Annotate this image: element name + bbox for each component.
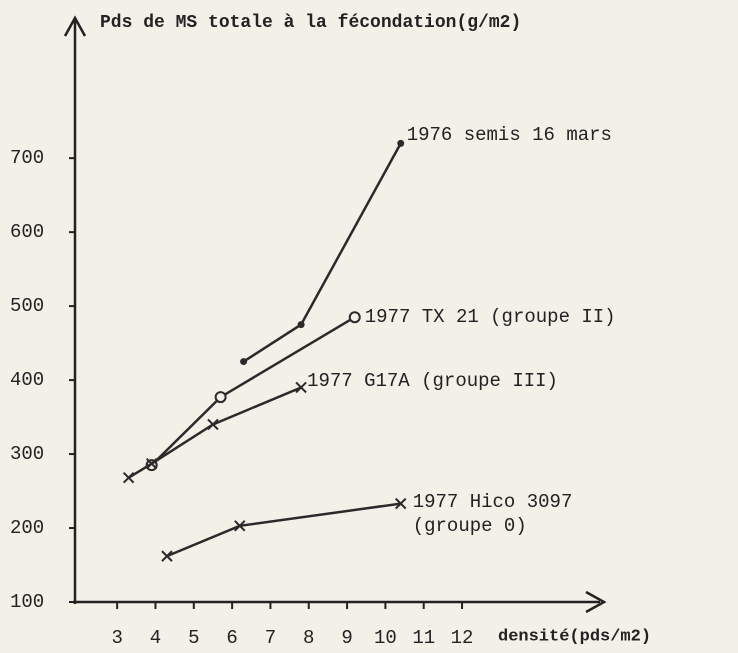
series-line xyxy=(127,386,302,479)
series-line xyxy=(166,502,401,558)
marker xyxy=(295,381,307,394)
marker xyxy=(348,311,361,324)
x-tick-label: 10 xyxy=(374,627,397,649)
series-label: 1976 semis 16 mars xyxy=(406,124,612,147)
y-tick-label: 100 xyxy=(10,591,44,613)
marker xyxy=(214,391,227,404)
y-tick-label: 400 xyxy=(10,369,44,391)
y-tick-label: 500 xyxy=(10,295,44,317)
x-tick-label: 8 xyxy=(303,627,314,649)
y-axis-label: Pds de MS totale à la fécondation(g/m2) xyxy=(100,13,521,33)
x-tick-label: 3 xyxy=(111,627,122,649)
marker xyxy=(234,520,246,532)
x-tick-label: 11 xyxy=(412,627,435,649)
y-tick-label: 700 xyxy=(10,147,44,169)
series-label: 1977 G17A (groupe III) xyxy=(307,370,558,393)
marker xyxy=(395,497,407,510)
y-tick-label: 300 xyxy=(10,443,44,465)
x-tick-label: 4 xyxy=(150,627,161,649)
x-tick-label: 6 xyxy=(226,627,237,649)
x-tick-label: 12 xyxy=(451,627,474,649)
y-tick-label: 200 xyxy=(10,517,44,539)
marker xyxy=(161,550,173,562)
series-label: 1977 TX 21 (groupe II) xyxy=(364,306,616,329)
y-tick-label: 600 xyxy=(10,221,44,243)
x-arrow xyxy=(585,590,607,614)
marker xyxy=(207,418,219,431)
marker xyxy=(397,139,405,147)
x-axis-label: densité(pds/m2) xyxy=(498,627,651,646)
x-tick-label: 7 xyxy=(265,627,276,649)
y-arrow xyxy=(63,15,87,37)
x-tick-label: 9 xyxy=(341,627,352,649)
marker xyxy=(297,321,305,329)
marker xyxy=(122,472,135,484)
marker xyxy=(240,358,248,366)
x-tick-label: 5 xyxy=(188,627,199,649)
series-label: 1977 Hico 3097 (groupe 0) xyxy=(412,490,573,537)
marker xyxy=(145,457,158,470)
